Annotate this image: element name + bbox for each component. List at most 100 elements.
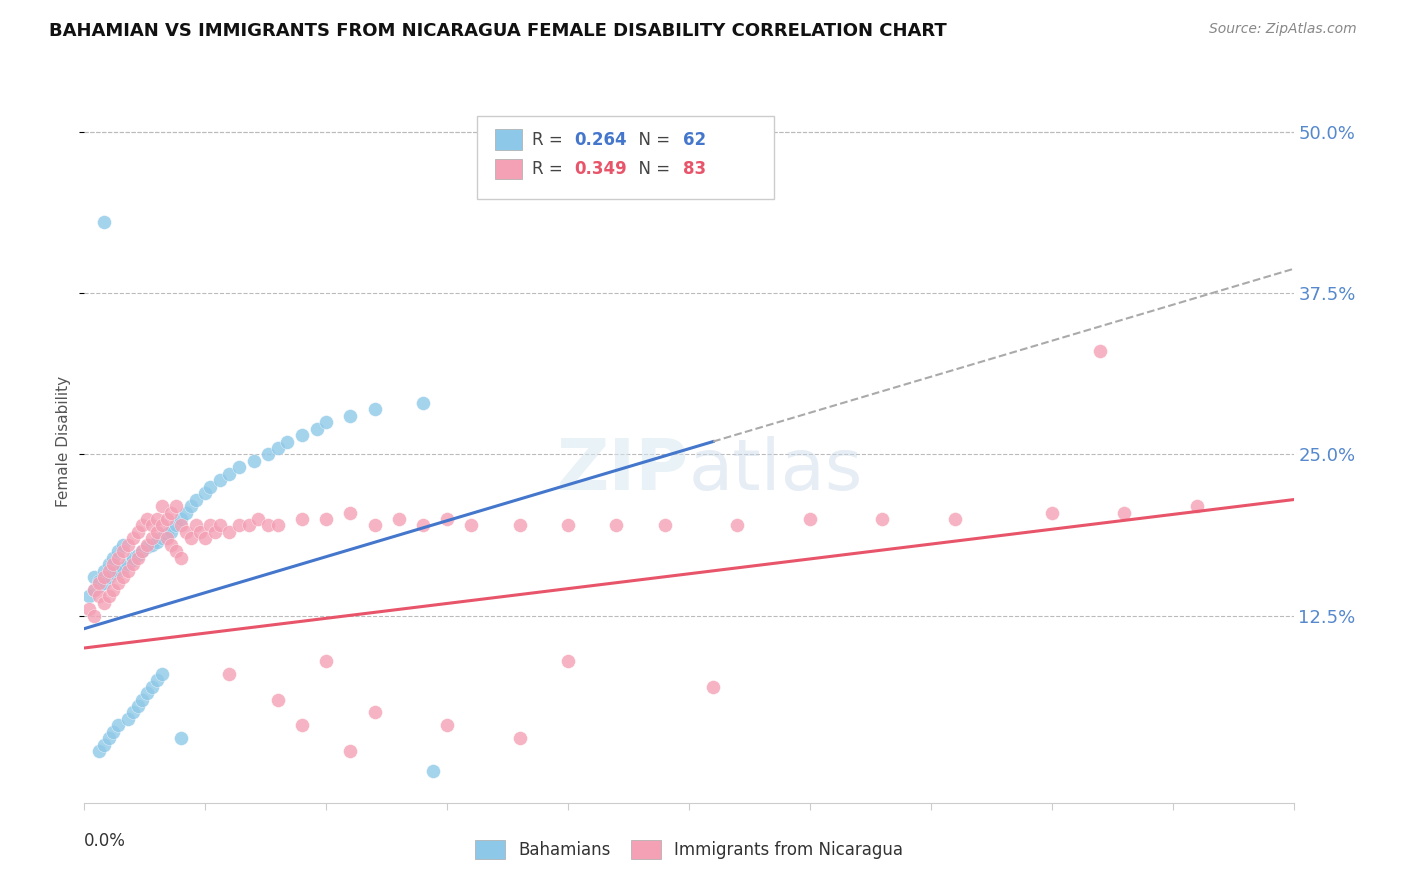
Point xyxy=(194,486,217,500)
Point xyxy=(412,396,434,410)
Point xyxy=(1185,499,1208,513)
Point xyxy=(291,718,314,732)
Point xyxy=(160,538,183,552)
Point xyxy=(436,718,458,732)
Point xyxy=(363,518,385,533)
Point xyxy=(136,512,159,526)
Point xyxy=(170,512,193,526)
Point xyxy=(146,512,169,526)
Point xyxy=(165,518,187,533)
Point xyxy=(155,531,177,545)
Point xyxy=(170,731,193,746)
Point xyxy=(121,550,143,565)
Text: R =: R = xyxy=(531,130,568,149)
Point xyxy=(136,541,159,555)
Point xyxy=(146,535,169,549)
Point xyxy=(509,731,531,746)
Point xyxy=(257,447,280,461)
Text: 83: 83 xyxy=(683,161,706,178)
Point xyxy=(204,524,226,539)
Point xyxy=(127,548,149,562)
Point xyxy=(93,570,115,584)
Point xyxy=(127,524,149,539)
Point xyxy=(93,576,115,591)
Point xyxy=(136,538,159,552)
Point xyxy=(305,422,328,436)
Text: 62: 62 xyxy=(683,130,706,149)
Point xyxy=(112,544,135,558)
Point xyxy=(141,531,163,545)
Point xyxy=(83,582,105,597)
Point xyxy=(509,518,531,533)
Text: N =: N = xyxy=(628,130,676,149)
Text: N =: N = xyxy=(628,161,676,178)
Point xyxy=(184,518,207,533)
Point xyxy=(107,576,129,591)
Point xyxy=(112,538,135,552)
Point xyxy=(117,564,139,578)
Point xyxy=(83,608,105,623)
Text: ZIP: ZIP xyxy=(557,436,689,505)
Point xyxy=(198,480,221,494)
Point xyxy=(388,512,411,526)
Point xyxy=(117,557,139,571)
Point xyxy=(141,680,163,694)
Point xyxy=(97,731,120,746)
Point xyxy=(87,574,110,588)
Point xyxy=(127,550,149,565)
Point xyxy=(799,512,821,526)
Point xyxy=(174,506,197,520)
Point xyxy=(97,570,120,584)
Point xyxy=(436,512,458,526)
Point xyxy=(155,512,177,526)
Point xyxy=(103,566,125,581)
Point xyxy=(150,518,173,533)
Point xyxy=(103,582,125,597)
Point xyxy=(97,557,120,571)
Point xyxy=(228,518,250,533)
Point xyxy=(103,724,125,739)
Point xyxy=(247,512,270,526)
Text: R =: R = xyxy=(531,161,568,178)
Point xyxy=(267,692,290,706)
Point xyxy=(121,706,143,720)
Point xyxy=(412,518,434,533)
Point xyxy=(146,524,169,539)
Point xyxy=(557,518,579,533)
Point xyxy=(131,518,153,533)
Point xyxy=(127,699,149,714)
Point xyxy=(131,544,153,558)
Point xyxy=(160,506,183,520)
Point xyxy=(93,564,115,578)
Point xyxy=(107,550,129,565)
Y-axis label: Female Disability: Female Disability xyxy=(56,376,72,508)
Point xyxy=(77,590,100,604)
Point xyxy=(87,579,110,593)
Point xyxy=(198,518,221,533)
Point xyxy=(170,518,193,533)
Point xyxy=(654,518,676,533)
Point xyxy=(725,518,748,533)
Point xyxy=(87,744,110,758)
Point xyxy=(97,590,120,604)
Point xyxy=(180,499,202,513)
Point xyxy=(208,473,231,487)
Point xyxy=(141,518,163,533)
Point xyxy=(194,531,217,545)
Point xyxy=(339,744,361,758)
FancyBboxPatch shape xyxy=(495,159,522,179)
Point xyxy=(141,538,163,552)
Point xyxy=(107,718,129,732)
Point xyxy=(131,692,153,706)
Point xyxy=(121,531,143,545)
Point xyxy=(97,564,120,578)
Point xyxy=(257,518,280,533)
Point xyxy=(150,499,173,513)
Point xyxy=(363,402,385,417)
Point xyxy=(339,409,361,423)
Point xyxy=(165,544,187,558)
Point xyxy=(1114,506,1136,520)
Point xyxy=(136,686,159,700)
FancyBboxPatch shape xyxy=(495,129,522,150)
Point xyxy=(238,518,260,533)
